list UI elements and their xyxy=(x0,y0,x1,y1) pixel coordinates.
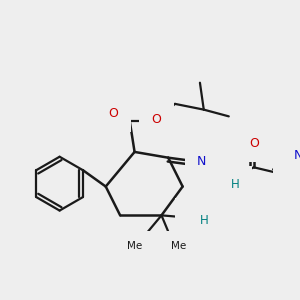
Text: O: O xyxy=(152,113,162,126)
Text: C: C xyxy=(284,158,292,169)
Text: H: H xyxy=(200,214,208,227)
Text: Me: Me xyxy=(171,241,186,251)
Text: N: N xyxy=(197,155,206,168)
Text: Me: Me xyxy=(127,241,142,251)
Text: H: H xyxy=(231,178,240,191)
Text: O: O xyxy=(249,137,259,150)
Text: N: N xyxy=(293,149,300,162)
Text: N: N xyxy=(221,174,231,187)
Text: O: O xyxy=(187,211,197,224)
Text: O: O xyxy=(109,107,118,120)
